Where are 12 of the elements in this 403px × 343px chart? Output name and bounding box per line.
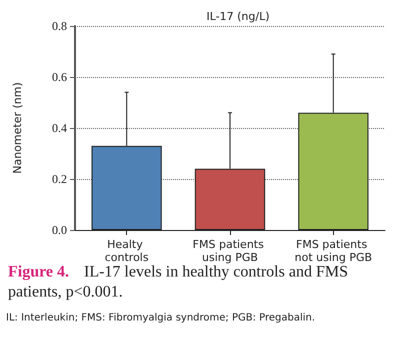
y-tick-label: 0.2 — [52, 172, 67, 186]
x-tick-label: FMS patients using PGB — [192, 238, 268, 264]
y-tick-label: 0.8 — [52, 19, 67, 33]
y-axis-title: Nanometer (nm) — [11, 82, 24, 174]
y-tick-label: 0.4 — [52, 121, 67, 135]
y-tick-label: 0.6 — [52, 70, 67, 84]
x-tick-label: Healty controls — [104, 238, 149, 264]
text: IL: Interleukin; FMS: Fibromyalgia syndrome; PGB: Pregabalin. — [6, 312, 316, 324]
x-tick-label: FMS patients not using PGB — [294, 238, 372, 264]
caption: Figure 4. IL-17 levels in healthy controls and FMS patients, p<0.001. — [8, 264, 348, 300]
chart-title: IL-17 (ng/L) — [206, 10, 270, 23]
y-tick-label: 0.0 — [52, 223, 67, 237]
